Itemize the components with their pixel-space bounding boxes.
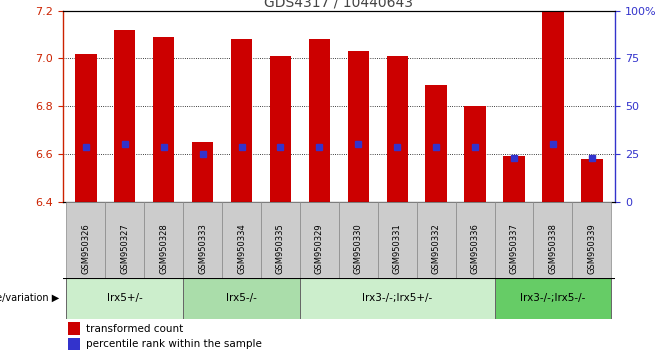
Text: GSM950327: GSM950327 — [120, 223, 129, 274]
FancyBboxPatch shape — [144, 202, 183, 278]
Bar — [153, 37, 174, 202]
Text: GSM950334: GSM950334 — [237, 223, 246, 274]
Text: GSM950332: GSM950332 — [432, 223, 441, 274]
Text: GSM950335: GSM950335 — [276, 223, 285, 274]
Text: lrx3-/-;lrx5+/-: lrx3-/-;lrx5+/- — [362, 293, 432, 303]
FancyBboxPatch shape — [339, 202, 378, 278]
FancyBboxPatch shape — [66, 202, 105, 278]
Bar — [270, 56, 291, 202]
FancyBboxPatch shape — [495, 278, 611, 319]
Text: percentile rank within the sample: percentile rank within the sample — [86, 339, 262, 349]
Text: GSM950331: GSM950331 — [393, 223, 402, 274]
FancyBboxPatch shape — [300, 202, 339, 278]
FancyBboxPatch shape — [417, 202, 455, 278]
Text: GSM950326: GSM950326 — [82, 223, 90, 274]
Bar — [68, 322, 80, 335]
FancyBboxPatch shape — [534, 202, 572, 278]
FancyBboxPatch shape — [105, 202, 144, 278]
Text: lrx3-/-;lrx5-/-: lrx3-/-;lrx5-/- — [520, 293, 586, 303]
Bar — [309, 39, 330, 202]
Bar — [75, 53, 97, 202]
Bar — [231, 39, 252, 202]
FancyBboxPatch shape — [572, 202, 611, 278]
Bar — [347, 51, 369, 202]
Bar — [503, 156, 524, 202]
Bar — [386, 56, 408, 202]
Bar — [542, 11, 564, 202]
Text: GSM950329: GSM950329 — [315, 223, 324, 274]
FancyBboxPatch shape — [66, 278, 183, 319]
Bar — [192, 142, 213, 202]
Bar — [68, 338, 80, 350]
FancyBboxPatch shape — [455, 202, 495, 278]
FancyBboxPatch shape — [495, 202, 534, 278]
Bar — [114, 30, 136, 202]
Text: GSM950339: GSM950339 — [588, 223, 596, 274]
Text: GSM950330: GSM950330 — [354, 223, 363, 274]
Text: GSM950337: GSM950337 — [509, 223, 519, 274]
Bar — [581, 159, 603, 202]
Text: GSM950336: GSM950336 — [470, 223, 480, 274]
Text: GSM950333: GSM950333 — [198, 223, 207, 274]
FancyBboxPatch shape — [222, 202, 261, 278]
FancyBboxPatch shape — [300, 278, 495, 319]
Text: lrx5-/-: lrx5-/- — [226, 293, 257, 303]
FancyBboxPatch shape — [378, 202, 417, 278]
Title: GDS4317 / 10440643: GDS4317 / 10440643 — [265, 0, 413, 10]
Text: lrx5+/-: lrx5+/- — [107, 293, 143, 303]
FancyBboxPatch shape — [261, 202, 300, 278]
FancyBboxPatch shape — [183, 278, 300, 319]
FancyBboxPatch shape — [183, 202, 222, 278]
Text: genotype/variation ▶: genotype/variation ▶ — [0, 293, 59, 303]
Text: GSM950338: GSM950338 — [549, 223, 557, 274]
Bar — [465, 106, 486, 202]
Bar — [426, 85, 447, 202]
Text: GSM950328: GSM950328 — [159, 223, 168, 274]
Text: transformed count: transformed count — [86, 324, 183, 333]
